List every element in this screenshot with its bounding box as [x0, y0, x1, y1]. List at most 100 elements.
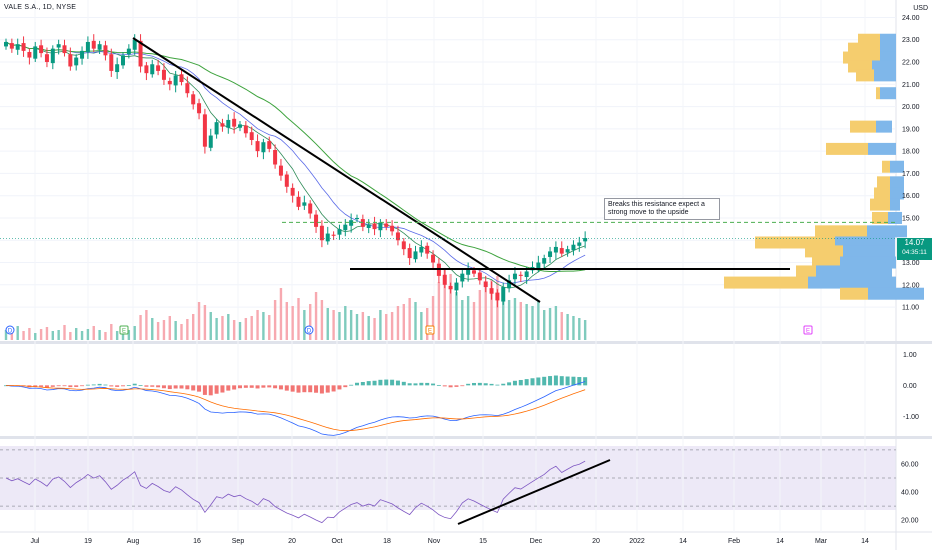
- volume-bar: [385, 314, 388, 340]
- macd-histogram-bar: [466, 383, 471, 386]
- volume-profile-bar: [876, 120, 892, 133]
- price-tick-label: 23.00: [902, 37, 920, 44]
- macd-histogram-bar: [337, 385, 342, 390]
- macd-histogram-bar: [366, 381, 371, 386]
- time-tick-label: Oct: [332, 538, 343, 545]
- volume-bar: [238, 322, 242, 340]
- volume-bar: [232, 320, 236, 340]
- macd-histogram-bar: [407, 383, 412, 386]
- candle-body: [425, 245, 430, 254]
- macd-histogram-bar: [150, 385, 155, 387]
- macd-histogram-bar: [349, 384, 354, 386]
- candle-body: [39, 45, 44, 54]
- candle-body: [302, 202, 307, 206]
- macd-histogram-bar: [355, 382, 359, 386]
- candle-body: [378, 222, 383, 231]
- volume-bar: [291, 306, 294, 340]
- bar-countdown: 04:35:11: [902, 249, 927, 256]
- annotation-text[interactable]: Breaks this resistance expect a strong m…: [604, 198, 720, 220]
- macd-histogram-bar: [577, 377, 582, 386]
- candle-body: [191, 94, 196, 105]
- macd-histogram-bar: [97, 383, 102, 386]
- volume-bar: [537, 300, 540, 340]
- candle-body: [565, 249, 570, 253]
- macd-histogram-bar: [103, 384, 108, 386]
- macd-histogram-bar: [524, 379, 529, 386]
- volume-profile-bar: [796, 265, 816, 278]
- time-tick-label: Mar: [815, 538, 828, 545]
- macd-tick-label: -1.00: [903, 414, 919, 421]
- volume-bar: [338, 312, 341, 340]
- volume-bar: [221, 316, 224, 340]
- event-marker-label: D: [307, 329, 312, 335]
- rsi-tick-label: 60.00: [901, 461, 919, 468]
- rsi-tick-label: 20.00: [901, 518, 919, 525]
- volume-profile-bar: [856, 69, 874, 82]
- macd-histogram-bar: [278, 385, 283, 390]
- candle-body: [390, 225, 395, 232]
- volume-bar: [115, 331, 119, 340]
- candle-body: [524, 271, 529, 278]
- candle-body: [337, 229, 342, 235]
- volume-bar: [566, 314, 569, 340]
- event-marker-label: D: [8, 329, 13, 335]
- time-tick-label: 16: [193, 538, 201, 545]
- volume-profile-bar: [872, 211, 888, 224]
- volume-bar: [437, 282, 441, 340]
- macd-histogram-bar: [220, 385, 225, 393]
- volume-profile-bar: [808, 276, 896, 289]
- volume-bar: [16, 326, 19, 340]
- macd-histogram-bar: [378, 379, 383, 386]
- price-tick-label: 18.00: [902, 149, 920, 156]
- dividend-marker: [304, 325, 314, 335]
- macd-histogram-bar: [74, 385, 79, 387]
- macd-histogram-bar: [395, 380, 400, 386]
- volume-bar: [186, 319, 189, 340]
- macd-histogram-bar: [226, 385, 231, 391]
- macd-histogram-bar: [536, 377, 541, 386]
- candle-body: [290, 187, 295, 196]
- volume-bar: [478, 290, 482, 340]
- time-tick-label: Jul: [31, 538, 40, 545]
- macd-histogram-bar: [495, 384, 500, 386]
- time-tick-label: 18: [383, 538, 391, 545]
- candle-body: [536, 262, 541, 269]
- volume-bar: [344, 306, 347, 340]
- macd-histogram-bar: [191, 385, 196, 391]
- candle-body: [15, 44, 20, 50]
- volume-bar: [262, 312, 265, 340]
- candle-body: [360, 219, 365, 227]
- volume-bar: [156, 322, 160, 340]
- volume-bar: [133, 326, 136, 340]
- volume-bar: [502, 294, 505, 340]
- time-tick-label: 2022: [629, 538, 645, 545]
- candle-body: [50, 48, 55, 64]
- last-price-tag: 14.07 04:35:11: [897, 238, 932, 260]
- volume-bar: [57, 330, 60, 340]
- macd-histogram-bar: [144, 385, 149, 387]
- candle-body: [273, 150, 278, 165]
- macd-histogram-bar: [109, 385, 114, 387]
- macd-histogram-bar: [161, 385, 166, 389]
- volume-profile-bar: [724, 276, 808, 289]
- candle-body: [74, 57, 79, 66]
- volume-bar: [110, 324, 113, 340]
- volume-bar: [86, 329, 90, 340]
- candle-body: [553, 246, 558, 253]
- panel-separator: [0, 436, 932, 439]
- volume-bar: [127, 330, 131, 340]
- macd-histogram-bar: [571, 376, 576, 386]
- volume-bar: [28, 328, 31, 340]
- macd-histogram-bar: [454, 385, 459, 387]
- volume-bar: [461, 300, 464, 340]
- volume-bar: [583, 320, 587, 340]
- volume-profile-bar: [890, 198, 900, 211]
- volume-bar: [408, 298, 411, 340]
- candle-body: [413, 251, 418, 260]
- price-tick-label: 15.00: [902, 215, 920, 222]
- candle-body: [384, 223, 389, 227]
- volume-bar: [39, 329, 43, 340]
- candle-body: [97, 44, 102, 50]
- volume-bar: [554, 306, 558, 340]
